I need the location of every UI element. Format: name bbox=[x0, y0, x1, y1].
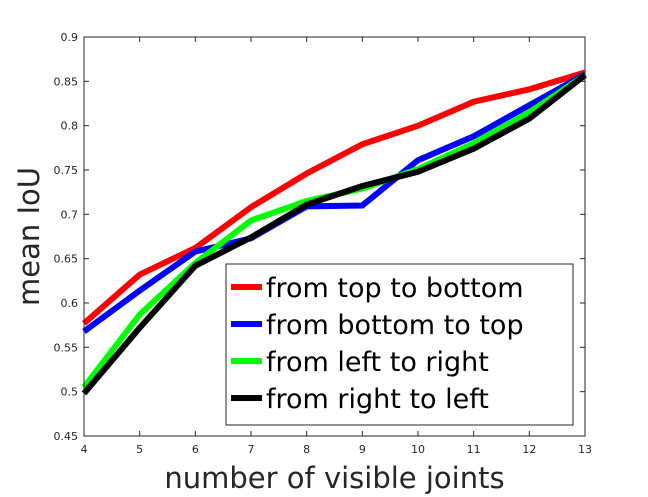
x-tick-label: 12 bbox=[522, 443, 536, 456]
y-tick-label: 0.85 bbox=[54, 75, 79, 88]
y-tick-label: 0.7 bbox=[61, 208, 79, 221]
x-tick-label: 4 bbox=[81, 443, 88, 456]
y-tick-label: 0.45 bbox=[54, 430, 79, 443]
legend: from top to bottom from bottom to top from… bbox=[225, 263, 574, 426]
x-tick-label: 9 bbox=[359, 443, 366, 456]
x-tick-label: 6 bbox=[192, 443, 199, 456]
x-tick-label: 11 bbox=[467, 443, 481, 456]
y-tick-label: 0.75 bbox=[54, 164, 79, 177]
legend-label: from left to right bbox=[266, 347, 489, 378]
x-tick-label: 5 bbox=[136, 443, 143, 456]
data-series bbox=[81, 69, 587, 396]
y-tick-label: 0.5 bbox=[61, 386, 79, 399]
y-tick-label: 0.65 bbox=[54, 253, 79, 266]
series-line-2 bbox=[82, 71, 587, 334]
series-line-1 bbox=[82, 69, 586, 326]
y-tick-label: 0.55 bbox=[54, 341, 79, 354]
y-axis-label: mean IoU bbox=[12, 167, 46, 306]
legend-label: from bottom to top bbox=[266, 310, 524, 341]
x-axis-label: number of visible joints bbox=[164, 461, 504, 495]
legend-label: from top to bottom bbox=[266, 273, 524, 304]
legend-label: from right to left bbox=[266, 384, 489, 415]
y-tick-label: 0.8 bbox=[61, 120, 79, 133]
x-tick-label: 7 bbox=[248, 443, 255, 456]
y-tick-label: 0.6 bbox=[61, 297, 79, 310]
y-tick-label: 0.9 bbox=[61, 31, 79, 44]
x-tick-label: 13 bbox=[578, 443, 592, 456]
series-line-4 bbox=[81, 72, 587, 396]
axis-ticks: 4 5 6 7 8 9 10 11 12 13 0.45 0.5 0.55 0.6 0.65 0.7 0.75 0… bbox=[54, 31, 593, 456]
x-tick-label: 10 bbox=[411, 443, 425, 456]
legend-box bbox=[225, 263, 574, 426]
x-tick-label: 8 bbox=[303, 443, 310, 456]
plot-frame bbox=[83, 36, 586, 437]
